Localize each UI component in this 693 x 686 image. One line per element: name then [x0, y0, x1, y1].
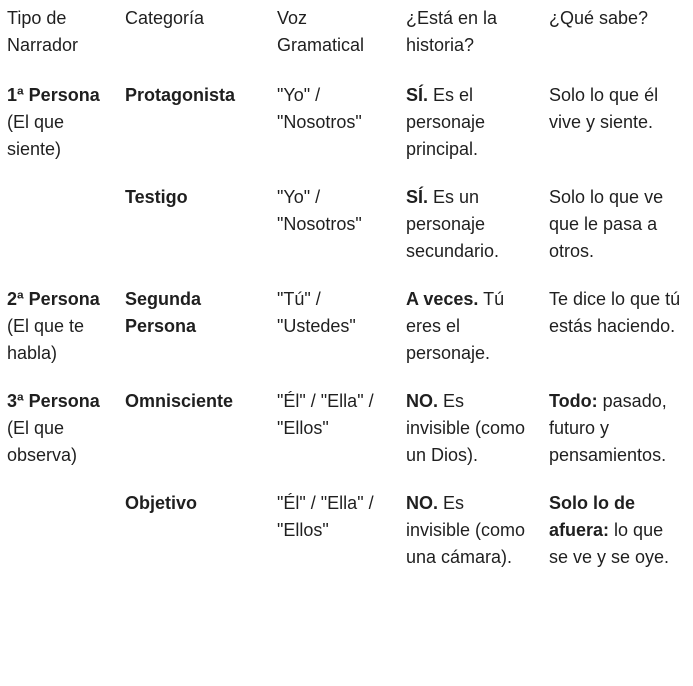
table-row: 1ª Persona (El que siente) Protagonista "Y…: [7, 82, 693, 184]
cell-text: Solo lo que ve que le pasa a otros.: [549, 187, 664, 261]
cell-text: Es invisible (como una cámara).: [406, 493, 526, 567]
table-cell: A veces. Tú eres el personaje.: [406, 286, 549, 388]
cell-text: Es invisible (como un Dios).: [406, 391, 526, 465]
table-cell: "Yo" / "Nosotros": [277, 184, 406, 286]
cell-bold-text: 1ª Persona: [7, 85, 100, 105]
table-cell: Segunda Persona: [125, 286, 277, 388]
table-cell: Todo: pasado, futuro y pensamientos.: [549, 388, 693, 490]
cell-text: (El que siente): [7, 112, 65, 159]
header-cell: Tipo de Narrador: [7, 8, 79, 55]
cell-bold-text: Protagonista: [125, 85, 236, 105]
cell-text: (El que observa): [7, 418, 78, 465]
table-cell: Objetivo: [125, 490, 277, 592]
table-cell: SÍ. Es un personaje secundario.: [406, 184, 549, 286]
table-row: Testigo "Yo" / "Nosotros" SÍ. Es un person…: [7, 184, 693, 286]
cell-bold-text: Omnisciente: [125, 391, 234, 411]
cell-bold-text: SÍ.: [406, 187, 429, 207]
table-cell: 2ª Persona (El que te habla): [7, 286, 125, 388]
table-header: Tipo de Narrador Categoría Voz Gramatical ¿…: [7, 5, 693, 82]
table-cell: Testigo: [125, 184, 277, 286]
cell-bold-text: Segunda Persona: [125, 289, 202, 336]
cell-text: "Yo" / "Nosotros": [277, 85, 362, 132]
body: Tipo de Narrador Categoría Voz Gramatical ¿…: [0, 5, 693, 686]
table-cell: Te dice lo que tú estás haciendo.: [549, 286, 693, 388]
cell-text: "Tú" / "Ustedes": [277, 289, 356, 336]
cell-bold-text: NO.: [406, 391, 439, 411]
cell-bold-text: A veces.: [406, 289, 479, 309]
table-cell: NO. Es invisible (como una cámara).: [406, 490, 549, 592]
cell-text: lo que se ve y se oye.: [549, 520, 670, 567]
cell-text: Es un personaje secundario.: [406, 187, 500, 261]
table-cell: "Él" / "Ella" / "Ellos": [277, 490, 406, 592]
table-row: Objetivo "Él" / "Ella" / "Ellos" NO. Es in…: [7, 490, 693, 592]
cell-bold-text: 2ª Persona: [7, 289, 100, 309]
table-cell: "Yo" / "Nosotros": [277, 82, 406, 184]
cell-text: "Yo" / "Nosotros": [277, 187, 362, 234]
table-cell: Solo lo que él vive y siente.: [549, 82, 693, 184]
cell-text: Es el personaje principal.: [406, 85, 486, 159]
cell-bold-text: 3ª Persona: [7, 391, 100, 411]
narrator-table: Tipo de Narrador Categoría Voz Gramatical ¿…: [7, 5, 693, 592]
cell-text: pasado, futuro y pensamientos.: [549, 391, 667, 465]
cell-text: "Él" / "Ella" / "Ellos": [277, 493, 374, 540]
table-cell: "Tú" / "Ustedes": [277, 286, 406, 388]
table-cell: Solo lo que ve que le pasa a otros.: [549, 184, 693, 286]
cell-bold-text: NO.: [406, 493, 439, 513]
cell-text: (El que te habla): [7, 316, 85, 363]
table-cell: 3ª Persona (El que observa): [7, 388, 125, 490]
header-cell: ¿Qué sabe?: [549, 8, 649, 28]
table-cell: Solo lo de afuera: lo que se ve y se oye…: [549, 490, 693, 592]
cell-bold-text: Solo lo de afuera:: [549, 493, 636, 540]
table-cell: SÍ. Es el personaje principal.: [406, 82, 549, 184]
cell-bold-text: Objetivo: [125, 493, 198, 513]
header-row: Tipo de Narrador Categoría Voz Gramatical ¿…: [7, 5, 693, 82]
table-cell: NO. Es invisible (como un Dios).: [406, 388, 549, 490]
cell-bold-text: Testigo: [125, 187, 188, 207]
cell-text: Solo lo que él vive y siente.: [549, 85, 659, 132]
table-cell: "Él" / "Ella" / "Ellos": [277, 388, 406, 490]
table-body: 1ª Persona (El que siente) Protagonista "Y…: [7, 82, 693, 592]
cell-bold-text: SÍ.: [406, 85, 429, 105]
header-cell: ¿Está en la historia?: [406, 8, 498, 55]
header-cell: Voz Gramatical: [277, 8, 365, 55]
header-cell: Categoría: [125, 8, 205, 28]
cell-text: "Él" / "Ella" / "Ellos": [277, 391, 374, 438]
cell-text: Te dice lo que tú estás haciendo.: [549, 289, 681, 336]
table-cell: Omnisciente: [125, 388, 277, 490]
cell-bold-text: Todo:: [549, 391, 598, 411]
table-cell: [7, 184, 125, 286]
cell-text: Tú eres el personaje.: [406, 289, 505, 363]
table-row: 2ª Persona (El que te habla) Segunda Pers…: [7, 286, 693, 388]
table-row: 3ª Persona (El que observa) Omnisciente "É…: [7, 388, 693, 490]
table-cell: [7, 490, 125, 592]
table-cell: 1ª Persona (El que siente): [7, 82, 125, 184]
table-cell: Protagonista: [125, 82, 277, 184]
